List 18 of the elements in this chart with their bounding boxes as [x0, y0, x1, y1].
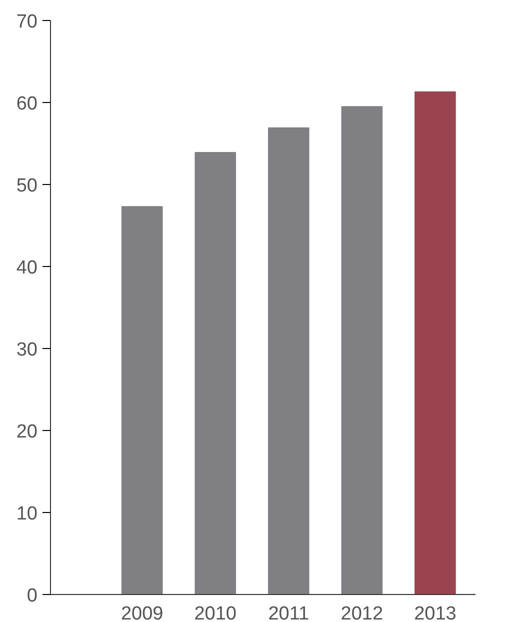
- bar: [414, 91, 456, 594]
- y-tick-label: 60: [16, 94, 38, 114]
- x-tick-label: 2012: [340, 604, 384, 622]
- x-tick-label: 2010: [194, 604, 237, 622]
- x-tick-label: 2013: [414, 604, 456, 622]
- y-tick-label: 10: [16, 504, 38, 524]
- y-tick-label: 70: [16, 12, 38, 32]
- y-tick-label: 20: [16, 422, 38, 442]
- y-tick-label: 50: [16, 176, 38, 196]
- x-tick-label: 2011: [268, 604, 310, 622]
- bar: [341, 106, 383, 594]
- y-tick-label: 40: [16, 258, 38, 278]
- bar: [194, 152, 236, 594]
- x-tick-label: 2009: [120, 604, 164, 622]
- bar: [268, 127, 310, 594]
- bar: [121, 206, 163, 594]
- y-tick-label: 30: [16, 340, 38, 360]
- y-tick-label: 0: [26, 586, 38, 606]
